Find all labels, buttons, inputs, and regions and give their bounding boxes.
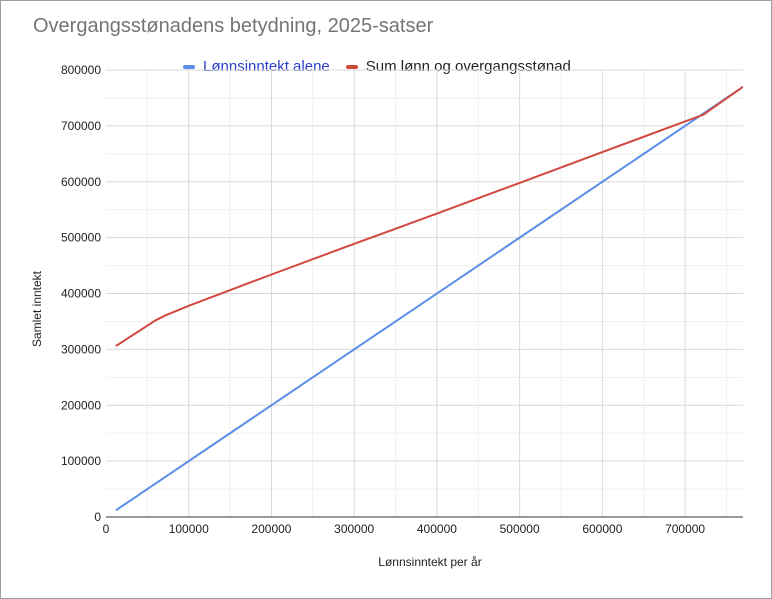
x-tick-label: 0 <box>103 522 110 536</box>
x-tick-label: 700000 <box>665 522 705 536</box>
y-tick-label: 600000 <box>61 175 101 189</box>
legend-swatch-sum <box>345 64 358 69</box>
legend-swatch-lonn <box>183 64 195 69</box>
x-tick-label: 400000 <box>417 522 457 536</box>
axis-layer: 0 100000 200000 300000 400000 500000 600000 700… <box>61 63 743 536</box>
y-tick-label: 0 <box>94 510 101 524</box>
legend-label-lonn: Lønnsinntekt alene <box>203 58 330 75</box>
y-tick-label: 100000 <box>61 454 101 468</box>
y-tick-label: 500000 <box>61 231 101 245</box>
x-tick-label: 600000 <box>582 522 622 536</box>
x-tick-label: 300000 <box>334 522 374 536</box>
y-tick-label: 200000 <box>61 398 101 412</box>
y-tick-label: 400000 <box>61 287 101 301</box>
x-tick-label: 200000 <box>251 522 291 536</box>
chart-title: Overgangsstønadens betydning, 2025-satse… <box>33 15 434 37</box>
legend-item-lonn[interactable]: Lønnsinntekt alene <box>183 58 330 75</box>
x-tick-label: 500000 <box>500 522 540 536</box>
y-axis-label: Samlet inntekt <box>30 270 44 347</box>
series-line-1[interactable] <box>115 85 743 347</box>
y-tick-label: 300000 <box>61 342 101 356</box>
x-axis-label: Lønnsinntekt per år <box>378 555 481 569</box>
y-tick-label: 800000 <box>61 63 101 77</box>
y-tick-label: 700000 <box>61 119 101 133</box>
series-layer <box>115 85 743 512</box>
series-line-0[interactable] <box>115 85 743 512</box>
major-grid <box>106 69 743 517</box>
x-tick-label: 100000 <box>169 522 209 536</box>
